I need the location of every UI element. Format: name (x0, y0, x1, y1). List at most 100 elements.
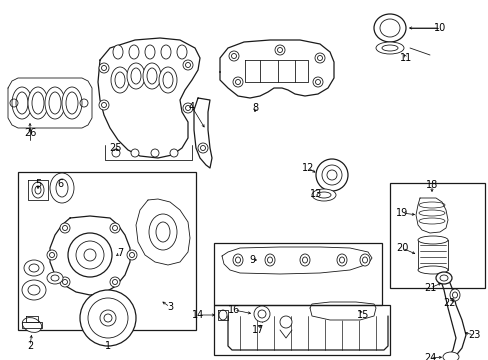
Text: 6: 6 (57, 179, 63, 189)
Polygon shape (22, 322, 42, 328)
Polygon shape (26, 316, 38, 322)
Text: 23: 23 (467, 330, 479, 340)
Polygon shape (50, 216, 130, 295)
Bar (214, 243, 381, 305)
Ellipse shape (112, 149, 120, 157)
Text: 21: 21 (423, 283, 435, 293)
Ellipse shape (232, 254, 243, 266)
Ellipse shape (336, 254, 346, 266)
Ellipse shape (60, 223, 70, 233)
Text: 10: 10 (433, 23, 445, 33)
Ellipse shape (99, 63, 109, 73)
Text: 1: 1 (105, 341, 111, 351)
Text: 12: 12 (301, 163, 314, 173)
Ellipse shape (47, 250, 57, 260)
Polygon shape (415, 198, 447, 233)
Polygon shape (309, 302, 375, 320)
Ellipse shape (315, 159, 347, 191)
Text: 13: 13 (309, 189, 322, 199)
Ellipse shape (68, 233, 112, 277)
Ellipse shape (45, 87, 65, 119)
Ellipse shape (32, 182, 44, 198)
Ellipse shape (113, 45, 123, 59)
Text: 5: 5 (35, 179, 41, 189)
Ellipse shape (435, 272, 451, 284)
Ellipse shape (50, 173, 74, 203)
Text: 19: 19 (395, 208, 407, 218)
Ellipse shape (161, 45, 171, 59)
Polygon shape (28, 180, 48, 200)
Ellipse shape (264, 254, 274, 266)
Polygon shape (8, 78, 92, 128)
Ellipse shape (232, 77, 243, 87)
Ellipse shape (312, 77, 323, 87)
Ellipse shape (60, 277, 70, 287)
Ellipse shape (100, 310, 116, 326)
Text: 15: 15 (356, 310, 368, 320)
Ellipse shape (131, 149, 139, 157)
Polygon shape (98, 38, 200, 158)
Ellipse shape (129, 45, 139, 59)
Text: 20: 20 (395, 243, 407, 253)
Text: 4: 4 (188, 102, 195, 112)
Polygon shape (220, 40, 333, 98)
Ellipse shape (159, 67, 177, 93)
Ellipse shape (145, 45, 155, 59)
Ellipse shape (177, 45, 186, 59)
Ellipse shape (22, 280, 46, 300)
Text: 14: 14 (191, 310, 203, 320)
Polygon shape (136, 199, 190, 265)
Text: 17: 17 (251, 325, 264, 335)
Ellipse shape (22, 318, 41, 332)
Ellipse shape (299, 254, 309, 266)
Ellipse shape (228, 51, 239, 61)
Text: 9: 9 (248, 255, 255, 265)
Bar (214, 305, 389, 355)
Bar (18, 172, 196, 330)
Text: 7: 7 (117, 248, 123, 258)
Text: 16: 16 (227, 305, 240, 315)
Ellipse shape (80, 290, 136, 346)
Ellipse shape (417, 236, 447, 244)
Text: 22: 22 (443, 298, 455, 308)
Ellipse shape (183, 60, 193, 70)
Ellipse shape (314, 53, 325, 63)
Text: 11: 11 (399, 53, 411, 63)
Ellipse shape (198, 143, 207, 153)
Ellipse shape (111, 67, 129, 93)
Ellipse shape (127, 250, 137, 260)
Ellipse shape (12, 87, 32, 119)
Polygon shape (227, 316, 387, 350)
Ellipse shape (359, 254, 369, 266)
Ellipse shape (449, 289, 459, 301)
Ellipse shape (373, 14, 405, 42)
Polygon shape (417, 240, 447, 270)
Ellipse shape (170, 149, 178, 157)
Ellipse shape (183, 103, 193, 113)
Ellipse shape (311, 189, 335, 201)
Ellipse shape (253, 306, 269, 322)
Text: 25: 25 (108, 143, 121, 153)
Ellipse shape (149, 214, 177, 250)
Ellipse shape (110, 223, 120, 233)
Ellipse shape (110, 277, 120, 287)
Ellipse shape (24, 260, 44, 276)
Ellipse shape (442, 352, 458, 360)
Polygon shape (194, 98, 212, 168)
Text: 26: 26 (24, 128, 36, 138)
Ellipse shape (99, 100, 109, 110)
Ellipse shape (47, 272, 63, 284)
Ellipse shape (62, 87, 82, 119)
Text: 3: 3 (166, 302, 173, 312)
Text: 24: 24 (423, 353, 435, 360)
Text: 18: 18 (425, 180, 437, 190)
Ellipse shape (127, 63, 145, 89)
Ellipse shape (417, 266, 447, 274)
Polygon shape (222, 247, 371, 274)
Ellipse shape (142, 63, 161, 89)
Text: 8: 8 (251, 103, 258, 113)
Ellipse shape (280, 316, 291, 328)
Ellipse shape (375, 42, 403, 54)
Ellipse shape (274, 45, 285, 55)
Bar (389, 183, 484, 288)
